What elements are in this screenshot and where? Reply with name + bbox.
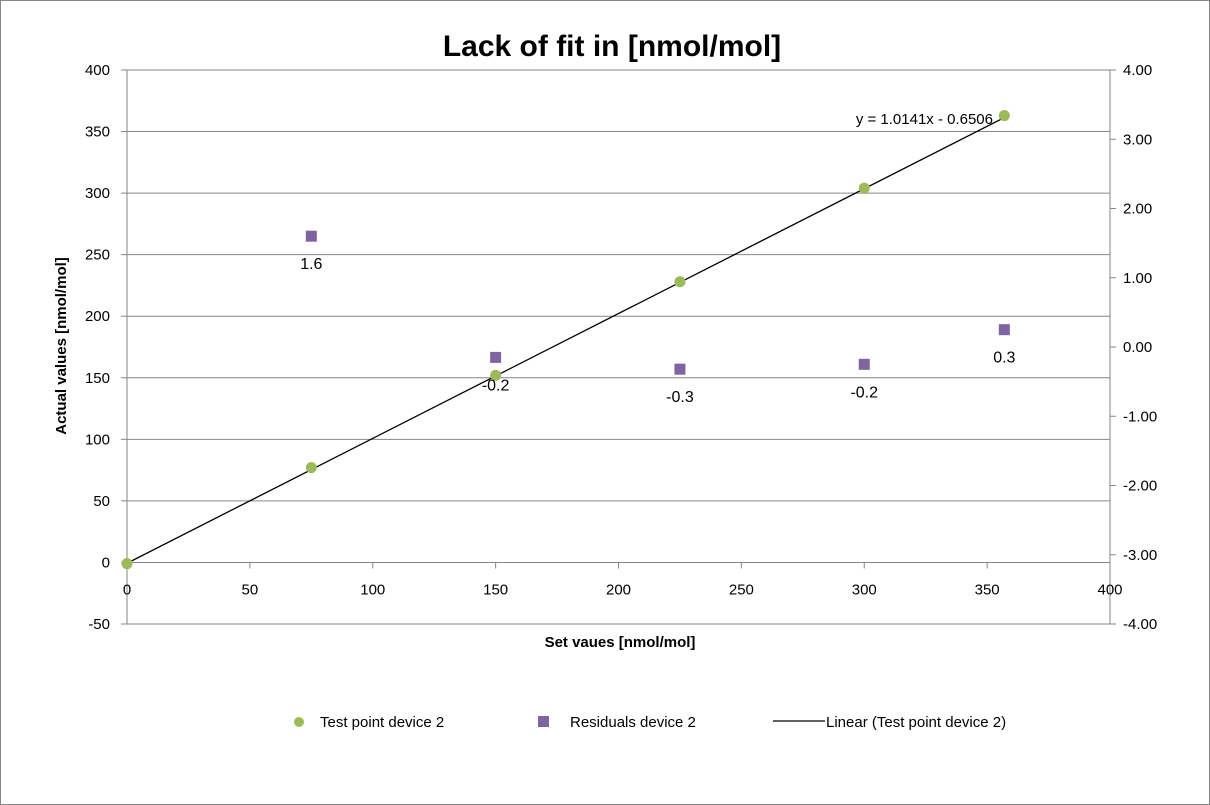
y-tick-label-350: 350 — [85, 124, 110, 141]
y2-tick-label-2.00: 2.00 — [1123, 201, 1152, 218]
residual-label-3: -0.2 — [850, 384, 878, 401]
legend: Test point device 2 Residuals device 2 L… — [294, 714, 1006, 731]
y2-tick-label-3.00: 3.00 — [1123, 131, 1152, 148]
x-tick-label-400: 400 — [1097, 581, 1122, 598]
y2-tick-label-1.00: 1.00 — [1123, 270, 1152, 287]
y2-tick-label--3.00: -3.00 — [1123, 547, 1157, 564]
data-labels: 1.6 -0.2 -0.3 -0.2 0.3 — [300, 256, 1015, 406]
legend-marker-residuals — [538, 716, 549, 727]
y-tick-label-0: 0 — [102, 554, 110, 571]
x-axis-title: Set vaues [nmol/mol] — [545, 634, 696, 651]
legend-label-residuals: Residuals device 2 — [570, 714, 696, 731]
trendline — [126, 116, 1005, 564]
x-tick-label-350: 350 — [975, 581, 1000, 598]
residual-label-2: -0.3 — [666, 389, 694, 406]
y-tick-label-400: 400 — [85, 62, 110, 79]
y-tick-label-100: 100 — [85, 431, 110, 448]
x-tick-label-150: 150 — [483, 581, 508, 598]
y2-tick-label-0.00: 0.00 — [1123, 339, 1152, 356]
x-tick-label-200: 200 — [606, 581, 631, 598]
y-axis-title: Actual values [nmol/mol] — [53, 257, 70, 435]
x-tick-label-250: 250 — [729, 581, 754, 598]
y-tick-labels: -50 0 50 100 150 200 250 300 350 400 — [85, 62, 110, 633]
y-tick-label-200: 200 — [85, 308, 110, 325]
y-tick-label-50: 50 — [93, 493, 110, 510]
x-tick-label-0: 0 — [123, 581, 131, 598]
legend-label-linear: Linear (Test point device 2) — [826, 714, 1006, 731]
axes — [121, 69, 1116, 625]
residual-label-1: -0.2 — [482, 377, 510, 394]
residual-label-0: 1.6 — [300, 256, 322, 273]
data-marks — [121, 110, 1010, 570]
residual-point-1 — [490, 351, 502, 363]
trendline-equation: y = 1.0141x - 0.6506 — [856, 111, 993, 128]
y2-tick-label--4.00: -4.00 — [1123, 616, 1157, 633]
y2-tick-label--2.00: -2.00 — [1123, 478, 1157, 495]
y2-tick-labels: -4.00 -3.00 -2.00 -1.00 0.00 1.00 2.00 3.00 4.00 — [1123, 62, 1157, 633]
test-point-2 — [490, 369, 502, 381]
x-tick-labels: 0 50 100 150 200 250 300 350 400 — [123, 581, 1123, 598]
residual-point-0 — [305, 230, 317, 242]
test-point-1 — [305, 462, 317, 474]
x-tick-label-50: 50 — [242, 581, 259, 598]
test-point-4 — [858, 182, 870, 194]
test-point-5 — [998, 110, 1010, 122]
legend-marker-test-point — [294, 717, 304, 727]
trendline-linear — [126, 116, 1005, 564]
y2-tick-label--1.00: -1.00 — [1123, 408, 1157, 425]
test-point-3 — [674, 276, 686, 288]
y-tick-label--50: -50 — [88, 616, 110, 633]
x-tick-label-100: 100 — [360, 581, 385, 598]
residual-point-4 — [998, 324, 1010, 336]
y-tick-label-150: 150 — [85, 370, 110, 387]
residual-point-2 — [674, 363, 686, 375]
y2-tick-label-4.00: 4.00 — [1123, 62, 1152, 79]
residual-point-3 — [858, 358, 870, 370]
y-tick-label-250: 250 — [85, 247, 110, 264]
chart-title: Lack of fit in [nmol/mol] — [443, 30, 781, 63]
test-point-0 — [121, 558, 133, 570]
x-tick-label-300: 300 — [852, 581, 877, 598]
legend-label-test-point: Test point device 2 — [320, 714, 444, 731]
y-tick-label-300: 300 — [85, 185, 110, 202]
residual-label-4: 0.3 — [993, 350, 1015, 367]
